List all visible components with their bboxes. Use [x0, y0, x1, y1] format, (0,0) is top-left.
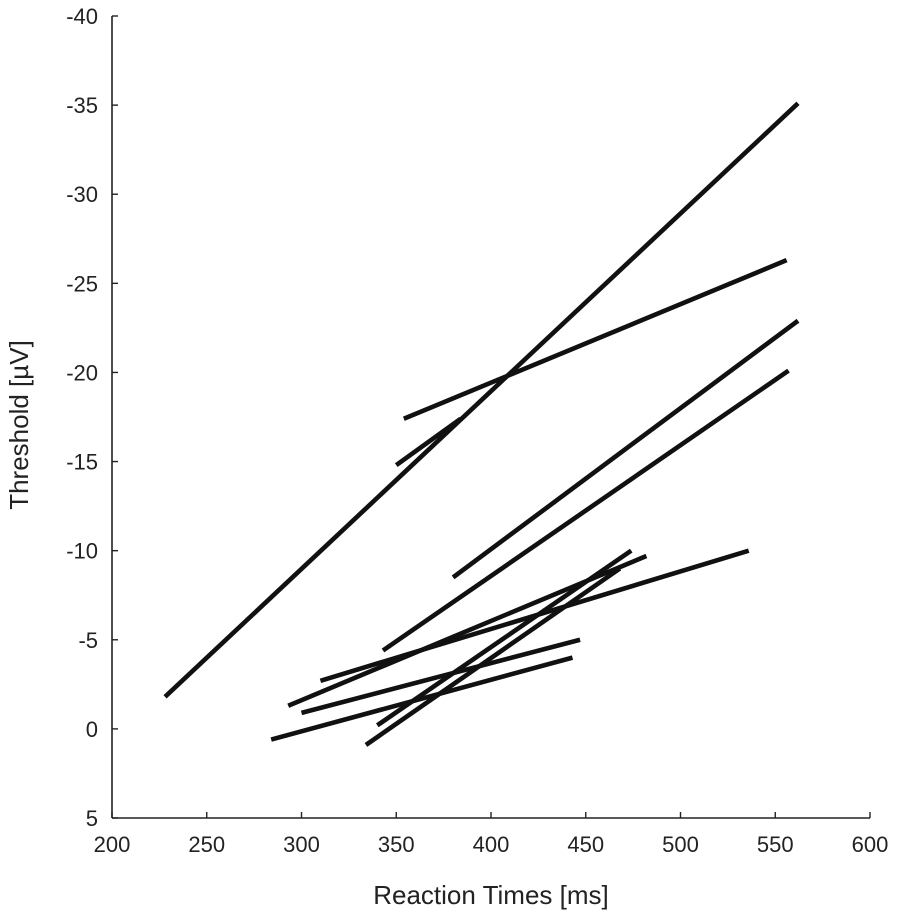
- y-ticks: -40 -35 -30 -25 -20 -15 -10 -5 0 5: [66, 4, 118, 831]
- y-tick-label: -10: [66, 539, 98, 564]
- series-line-8: [375, 548, 633, 728]
- y-tick-label: -15: [66, 450, 98, 475]
- x-axis: 200 250 300 350 400 450 500 550 600: [94, 812, 889, 857]
- y-tick-label: -40: [66, 4, 98, 29]
- x-tick-label: 300: [283, 832, 320, 857]
- y-tick-label: -20: [66, 360, 98, 385]
- y-tick-label: 0: [86, 717, 98, 742]
- series-line-4: [451, 318, 800, 580]
- series-line-1: [163, 101, 800, 699]
- series-line-2: [402, 258, 788, 421]
- x-tick-label: 350: [378, 832, 415, 857]
- x-tick-label: 550: [757, 832, 794, 857]
- y-tick-label: -30: [66, 182, 98, 207]
- x-tick-label: 400: [473, 832, 510, 857]
- series-line-5: [381, 368, 790, 653]
- x-tick-label: 250: [188, 832, 225, 857]
- y-tick-label: -25: [66, 271, 98, 296]
- y-tick-label: -5: [78, 628, 98, 653]
- series-lines: [163, 101, 800, 747]
- x-tick-label: 450: [567, 832, 604, 857]
- series-line-3: [394, 416, 463, 467]
- x-axis-title: Reaction Times [ms]: [373, 880, 609, 910]
- y-tick-label: -35: [66, 93, 98, 118]
- series-line-11: [270, 655, 574, 742]
- series-line-10: [300, 637, 581, 716]
- x-ticks: 200 250 300 350 400 450 500 550 600: [94, 812, 889, 857]
- y-axis: -40 -35 -30 -25 -20 -15 -10 -5 0 5: [66, 4, 118, 831]
- x-tick-label: 200: [94, 832, 131, 857]
- y-tick-label: 5: [86, 806, 98, 831]
- x-tick-label: 600: [852, 832, 889, 857]
- series-line-9: [364, 566, 622, 747]
- y-axis-title: Threshold [µV]: [4, 340, 34, 510]
- x-tick-label: 500: [662, 832, 699, 857]
